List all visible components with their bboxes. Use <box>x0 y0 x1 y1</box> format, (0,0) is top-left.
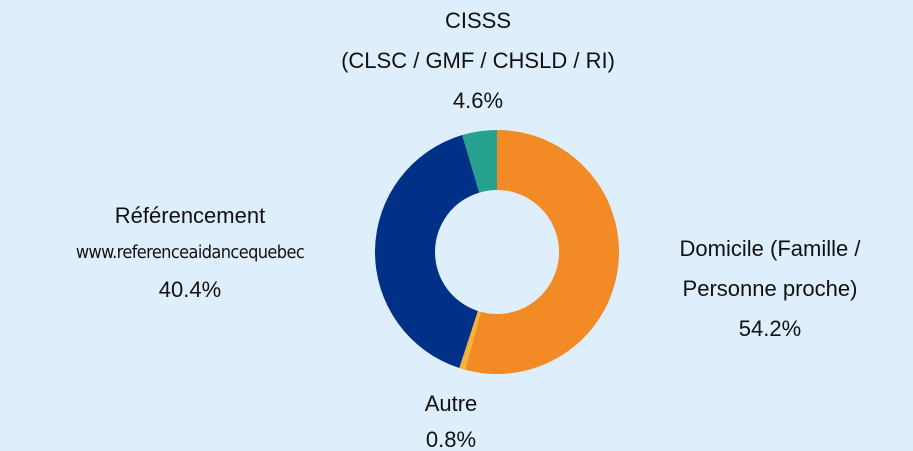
slice-label: (CLSC / GMF / CHSLD / RI) <box>341 48 615 73</box>
slice-label: Autre <box>425 391 478 416</box>
donut-slice <box>459 310 481 370</box>
value-label: 0.8% <box>426 427 476 451</box>
value-label: 54.2% <box>739 316 801 341</box>
donut-slice <box>462 130 497 193</box>
donut-slice <box>465 130 620 375</box>
slice-label: CISSS <box>445 8 511 33</box>
slice-label: Domicile (Famille / <box>680 236 862 261</box>
slice-label: Référencement <box>115 203 265 228</box>
slice-label: Personne proche) <box>683 276 858 301</box>
value-label: 4.6% <box>453 88 503 113</box>
slice-label: www.referenceaidancequebec <box>76 242 304 263</box>
value-label: 40.4% <box>159 277 221 302</box>
donut-slice <box>375 135 480 369</box>
